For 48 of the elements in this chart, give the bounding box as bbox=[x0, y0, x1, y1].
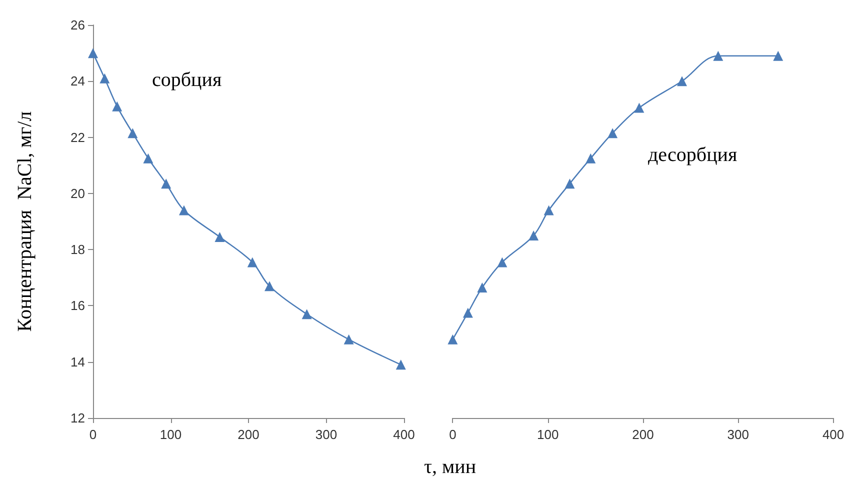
y-tick-label: 20 bbox=[70, 186, 85, 201]
x-tick-label: 200 bbox=[632, 427, 654, 442]
point bbox=[88, 48, 98, 58]
x-tick-label: 0 bbox=[449, 427, 456, 442]
point bbox=[302, 309, 312, 320]
point bbox=[677, 76, 688, 86]
point bbox=[448, 334, 458, 344]
point bbox=[161, 178, 172, 189]
point bbox=[462, 308, 473, 318]
y-tick-label: 18 bbox=[70, 242, 85, 258]
x-tick-label: 300 bbox=[727, 427, 749, 442]
y-tick-label: 12 bbox=[70, 410, 85, 426]
point bbox=[396, 360, 406, 370]
point bbox=[477, 282, 488, 292]
point bbox=[586, 153, 596, 164]
y-tick-label: 16 bbox=[70, 298, 85, 314]
annotation: десорбция bbox=[648, 144, 738, 166]
point bbox=[112, 101, 122, 112]
point bbox=[544, 205, 554, 216]
point bbox=[128, 128, 138, 138]
x-tick-label: 100 bbox=[160, 427, 182, 442]
x-axis-title: τ, мин bbox=[422, 456, 478, 479]
point bbox=[713, 50, 724, 61]
point bbox=[344, 334, 354, 344]
point bbox=[564, 178, 575, 189]
y-tick-label: 22 bbox=[70, 130, 85, 145]
x-tick-label: 100 bbox=[537, 427, 559, 442]
point bbox=[528, 230, 539, 241]
y-tick-label: 24 bbox=[70, 74, 85, 89]
x-tick-label: 200 bbox=[238, 427, 260, 442]
x-tick-label: 400 bbox=[393, 427, 415, 442]
point bbox=[178, 205, 189, 216]
point bbox=[247, 257, 258, 268]
point bbox=[497, 257, 508, 268]
point bbox=[214, 232, 225, 242]
x-tick-label: 0 bbox=[89, 427, 97, 442]
point bbox=[773, 50, 784, 61]
point bbox=[608, 128, 618, 138]
point bbox=[143, 153, 154, 164]
y-tick-label: 26 bbox=[70, 18, 85, 32]
point bbox=[100, 73, 110, 84]
point bbox=[264, 281, 274, 292]
annotation: сорбция bbox=[152, 69, 222, 91]
x-tick-label: 300 bbox=[315, 427, 338, 442]
point bbox=[634, 102, 644, 113]
x-tick-label: 400 bbox=[822, 427, 844, 442]
y-tick-label: 14 bbox=[70, 354, 85, 370]
y-axis-title: Концентрация NaCl, мг/л bbox=[14, 111, 36, 332]
